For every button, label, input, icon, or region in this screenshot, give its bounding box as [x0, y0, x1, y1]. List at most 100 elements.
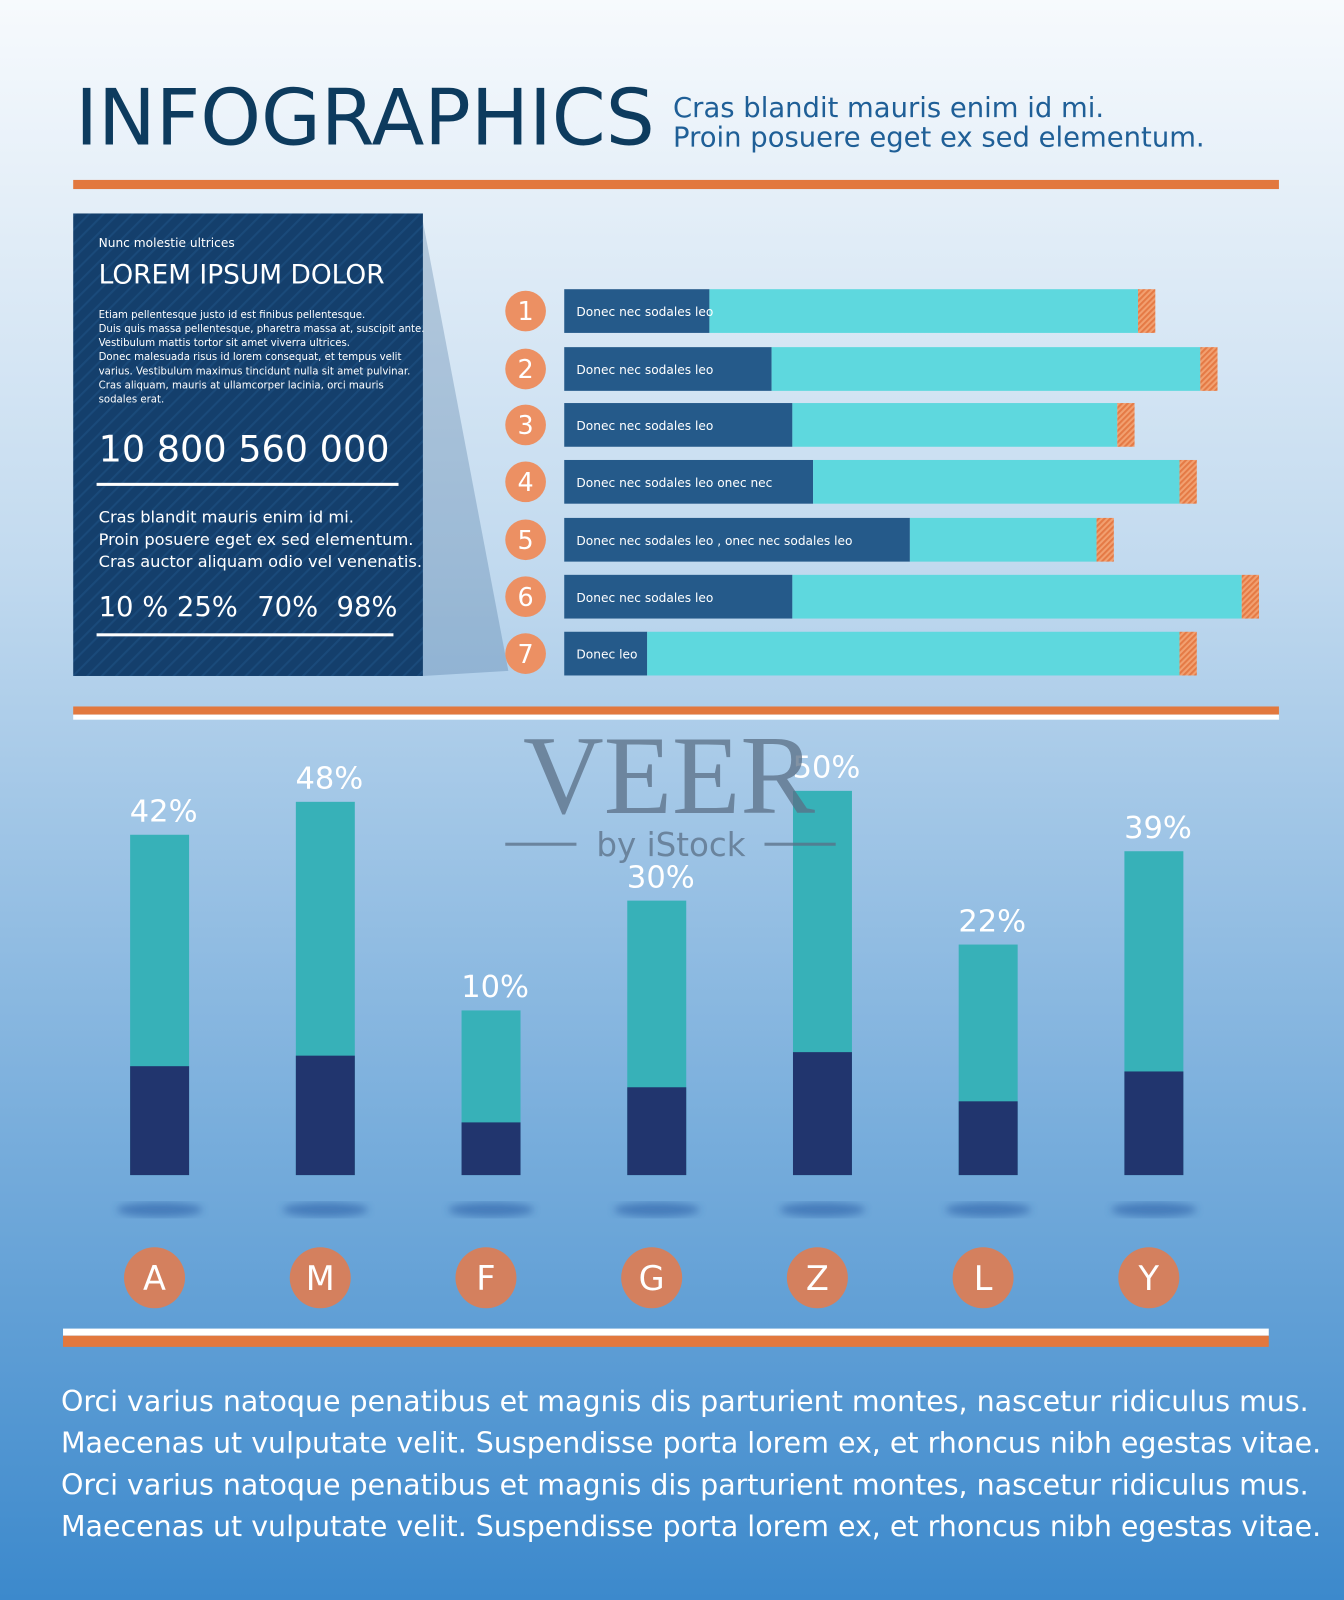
bar-label: Donec nec sodales leo [576, 363, 713, 377]
bar-base [461, 1122, 521, 1176]
panel-text: Cras blandit mauris enim id mi. [99, 507, 354, 526]
panel-body: Vestibulum mattis tortor sit amet viverr… [99, 338, 350, 349]
bar-cap [1179, 459, 1197, 504]
category-label: F [476, 1259, 495, 1298]
rank-label: 1 [518, 296, 534, 326]
bar-segment [564, 631, 648, 676]
bar-cap [1117, 403, 1135, 447]
rank-badge [505, 290, 546, 332]
value-label: 30% [627, 860, 695, 895]
panel-heading: LOREM IPSUM DOLOR [99, 260, 385, 291]
rank-label: 6 [518, 582, 534, 612]
bar-shadow [945, 1202, 1031, 1217]
bar-label: Donec leo [576, 648, 637, 662]
bar-segment [564, 517, 910, 562]
footer-text: Orci varius natoque penatibus et magnis … [61, 1385, 1309, 1418]
rank-badge [505, 633, 546, 674]
panel-number: 10 800 560 000 [99, 428, 390, 471]
panel-rule [96, 633, 394, 637]
rank-badge [505, 519, 546, 561]
category-label: A [143, 1259, 166, 1298]
bar-label: Donec nec sodales leo onec nec [576, 476, 772, 490]
bar-shadow [282, 1202, 369, 1217]
bar-shadow [779, 1202, 866, 1217]
category-badge [124, 1247, 186, 1309]
bar-shadow [1111, 1202, 1197, 1217]
category-badge [621, 1247, 683, 1309]
panel-body: Donec malesuada risus id lorem consequat… [99, 352, 402, 363]
rank-badge [505, 576, 546, 618]
category-label: G [639, 1259, 665, 1298]
watermark: VEER [523, 714, 815, 838]
value-label: 22% [958, 904, 1026, 939]
bar-shadow [448, 1202, 534, 1217]
category-badge [289, 1247, 351, 1309]
category-badge [786, 1247, 848, 1309]
watermark-rule [505, 842, 577, 846]
bar-segment [813, 459, 1180, 504]
category-label: Z [806, 1259, 829, 1298]
panel-body: varius. Vestibulum maximus tincidunt nul… [99, 366, 411, 377]
bar-segment [647, 631, 1180, 676]
category-label: M [306, 1259, 335, 1298]
divider [73, 714, 1279, 720]
footer-text: Maecenas ut vulputate velit. Suspendisse… [61, 1510, 1321, 1543]
bar-cap [1241, 574, 1260, 619]
category-badge [455, 1247, 517, 1309]
rank-label: 7 [518, 639, 534, 669]
divider [63, 1328, 1269, 1336]
rank-label: 5 [518, 525, 534, 555]
bar-base [958, 1101, 1018, 1176]
panel-percent: 25% [177, 592, 238, 623]
bar-label: Donec nec sodales leo [576, 419, 713, 433]
bar-cap [1200, 347, 1218, 391]
bar-segment [564, 574, 793, 619]
subtitle: Proin posuere eget ex sed elementum. [673, 122, 1205, 153]
category-label: L [974, 1259, 993, 1298]
panel-percent: 98% [337, 592, 398, 623]
bar-label: Donec nec sodales leo [576, 305, 713, 319]
panel-body: Etiam pellentesque justo id est finibus … [99, 310, 366, 321]
panel-shadow [422, 221, 509, 676]
bar-shadow [614, 1202, 700, 1217]
bar-segment [771, 347, 1201, 391]
bar-base [1124, 1071, 1184, 1176]
rank-badge [505, 404, 546, 446]
panel-kicker: Nunc molestie ultrices [99, 236, 235, 250]
value-label: 42% [130, 795, 198, 830]
panel-text: Cras auctor aliquam odio vel venenatis. [99, 552, 422, 571]
bar-cap [1138, 289, 1156, 333]
bar-segment [564, 403, 793, 447]
panel-text: Proin posuere eget ex sed elementum. [99, 530, 414, 549]
value-label: 10% [461, 970, 529, 1005]
bar-cap [1096, 517, 1114, 562]
divider [73, 179, 1279, 190]
bar-base [295, 1055, 355, 1176]
bar-segment [564, 347, 772, 391]
panel-body: Duis quis massa pellentesque, pharetra m… [99, 324, 425, 335]
value-label: 50% [793, 751, 861, 786]
category-badge [952, 1247, 1014, 1309]
rank-badge [505, 461, 546, 503]
panel-body: sodales erat. [99, 394, 165, 405]
footer-text: Orci varius natoque penatibus et magnis … [61, 1468, 1309, 1501]
watermark-rule [764, 842, 836, 846]
footer-text: Maecenas ut vulputate velit. Suspendisse… [61, 1427, 1321, 1460]
divider [63, 1335, 1269, 1347]
bar-segment [709, 289, 1139, 333]
bar-label: Donec nec sodales leo , onec nec sodales… [576, 534, 852, 548]
value-label: 48% [296, 762, 364, 797]
title: INFOGRAPHICS [75, 73, 655, 163]
bar-base [627, 1087, 687, 1176]
value-label: 39% [1124, 811, 1192, 846]
rank-badge [505, 348, 546, 390]
divider [73, 706, 1279, 715]
bar-base [130, 1066, 190, 1176]
panel-rule [96, 482, 399, 486]
rank-label: 2 [518, 354, 534, 384]
bar-segment [564, 459, 814, 504]
category-badge [1118, 1247, 1180, 1309]
bar-label: Donec nec sodales leo [576, 591, 713, 605]
